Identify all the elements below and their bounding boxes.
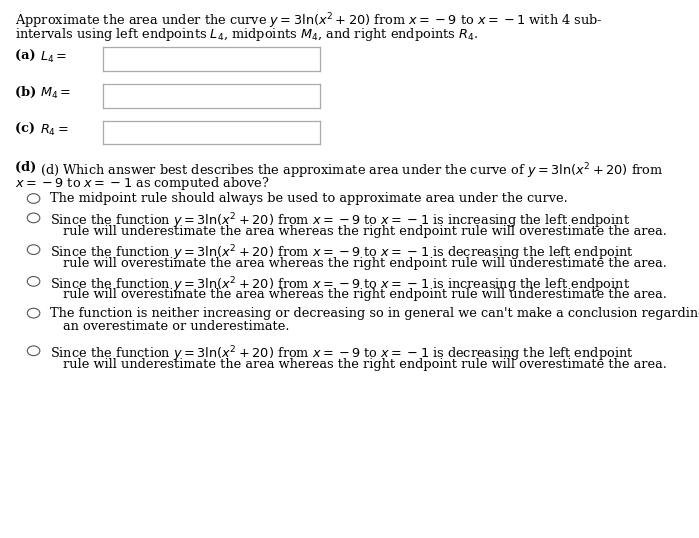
Text: $R_4 =$: $R_4 =$ — [40, 123, 69, 138]
Text: Since the function $y = 3\ln(x^2 + 20)$ from $x = -9$ to $x = -1$ is decreasing : Since the function $y = 3\ln(x^2 + 20)$ … — [50, 344, 634, 364]
Text: (d): (d) — [15, 161, 41, 174]
Text: $M_4 =$: $M_4 =$ — [40, 86, 71, 101]
Text: rule will overestimate the area whereas the right endpoint rule will underestima: rule will overestimate the area whereas … — [63, 288, 667, 301]
Text: rule will overestimate the area whereas the right endpoint rule will underestima: rule will overestimate the area whereas … — [63, 257, 667, 270]
Text: rule will underestimate the area whereas the right endpoint rule will overestima: rule will underestimate the area whereas… — [63, 225, 667, 238]
Text: an overestimate or underestimate.: an overestimate or underestimate. — [63, 320, 289, 333]
Text: $L_4 =$: $L_4 =$ — [40, 49, 67, 65]
Text: The midpoint rule should always be used to approximate area under the curve.: The midpoint rule should always be used … — [50, 192, 568, 205]
Text: Approximate the area under the curve $y = 3\ln(x^2 + 20)$ from $x = -9$ to $x = : Approximate the area under the curve $y … — [15, 12, 603, 31]
Text: intervals using left endpoints $L_4$, midpoints $M_4$, and right endpoints $R_4$: intervals using left endpoints $L_4$, mi… — [15, 26, 479, 43]
Text: $x = -9$ to $x = -1$ as computed above?: $x = -9$ to $x = -1$ as computed above? — [15, 175, 270, 192]
Text: (b): (b) — [15, 86, 41, 99]
Text: (c): (c) — [15, 123, 40, 136]
Text: Since the function $y = 3\ln(x^2 + 20)$ from $x = -9$ to $x = -1$ is increasing : Since the function $y = 3\ln(x^2 + 20)$ … — [50, 211, 630, 231]
Text: Since the function $y = 3\ln(x^2 + 20)$ from $x = -9$ to $x = -1$ is increasing : Since the function $y = 3\ln(x^2 + 20)$ … — [50, 275, 630, 294]
Text: rule will underestimate the area whereas the right endpoint rule will overestima: rule will underestimate the area whereas… — [63, 358, 667, 371]
Text: The function is neither increasing or decreasing so in general we can't make a c: The function is neither increasing or de… — [50, 307, 699, 320]
Text: Since the function $y = 3\ln(x^2 + 20)$ from $x = -9$ to $x = -1$ is decreasing : Since the function $y = 3\ln(x^2 + 20)$ … — [50, 243, 634, 263]
Text: (a): (a) — [15, 49, 41, 62]
Text: (d) Which answer best describes the approximate area under the curve of $y = 3\l: (d) Which answer best describes the appr… — [40, 161, 663, 181]
